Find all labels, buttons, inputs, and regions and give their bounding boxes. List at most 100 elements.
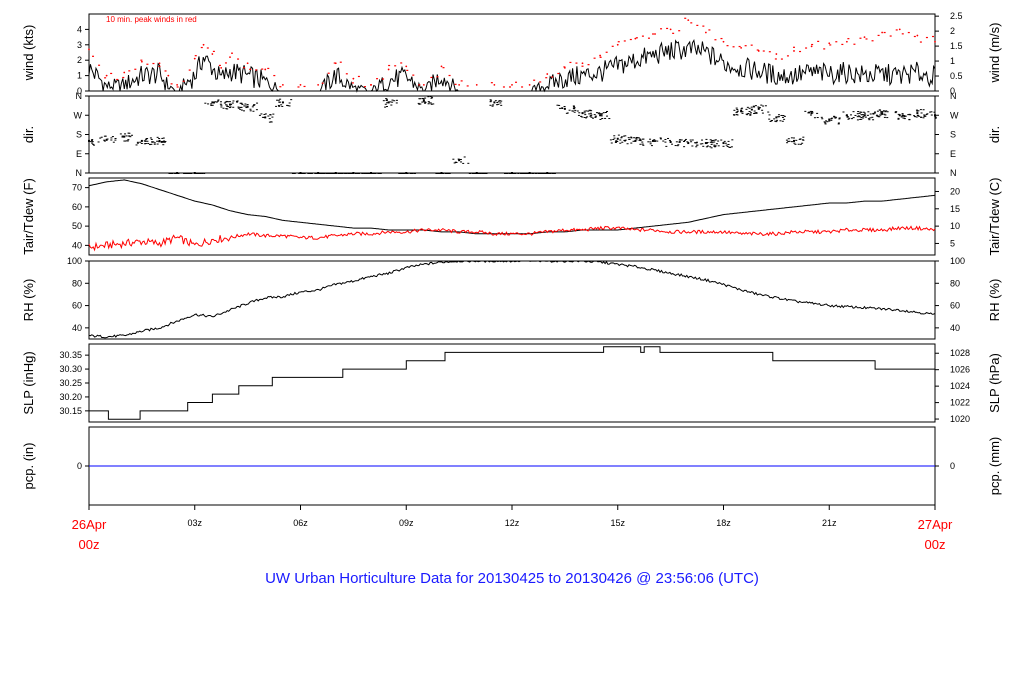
direction-mark bbox=[282, 101, 285, 103]
direction-mark bbox=[253, 104, 256, 106]
direction-mark bbox=[778, 116, 781, 118]
peak-wind-mark bbox=[140, 59, 143, 61]
peak-wind-mark bbox=[176, 86, 179, 88]
direction-mark bbox=[793, 142, 796, 144]
wind-left-axis-label: wind (kts) bbox=[21, 25, 36, 82]
peak-wind-mark bbox=[678, 30, 681, 32]
direction-mark bbox=[862, 115, 865, 117]
direction-mark bbox=[642, 138, 645, 140]
direction-mark bbox=[787, 140, 790, 142]
direction-mark bbox=[489, 101, 492, 103]
peak-wind-point bbox=[475, 83, 478, 86]
direction-mark bbox=[701, 143, 704, 145]
direction-mark bbox=[717, 145, 720, 147]
peak-wind-mark bbox=[925, 36, 928, 39]
peak-wind-mark bbox=[696, 24, 699, 26]
direction-mark bbox=[589, 109, 592, 111]
direction-mark bbox=[158, 141, 161, 143]
direction-mark bbox=[444, 173, 447, 174]
peak-wind-mark bbox=[382, 78, 385, 80]
figure-title: UW Urban Horticulture Data for 20130425 … bbox=[265, 570, 759, 587]
direction-mark bbox=[802, 139, 805, 141]
direction-mark bbox=[883, 116, 886, 118]
direction-mark bbox=[886, 117, 889, 119]
direction-mark bbox=[496, 104, 499, 106]
direction-mark bbox=[460, 161, 463, 163]
direction-point bbox=[669, 140, 672, 143]
direction-left-tick-label: N bbox=[76, 91, 83, 101]
direction-mark bbox=[114, 139, 117, 141]
direction-mark bbox=[659, 138, 662, 140]
direction-mark bbox=[671, 143, 674, 145]
direction-mark bbox=[106, 138, 109, 140]
direction-mark bbox=[662, 140, 665, 142]
direction-mark bbox=[99, 137, 102, 139]
direction-mark bbox=[125, 140, 128, 142]
peak-wind-mark bbox=[200, 46, 203, 49]
direction-mark bbox=[639, 143, 642, 145]
direction-mark bbox=[736, 114, 739, 116]
direction-mark bbox=[252, 105, 255, 107]
peak-wind-mark bbox=[635, 37, 638, 39]
direction-mark bbox=[880, 111, 883, 113]
direction-mark bbox=[385, 98, 388, 100]
direction-mark bbox=[715, 143, 718, 145]
direction-mark bbox=[256, 102, 259, 104]
direction-mark bbox=[500, 100, 503, 102]
direction-mark bbox=[830, 119, 833, 121]
peak-wind-mark bbox=[146, 63, 149, 65]
direction-mark bbox=[786, 142, 789, 144]
direction-mark bbox=[103, 139, 106, 141]
direction-mark bbox=[869, 117, 872, 119]
peak-wind-mark bbox=[913, 35, 916, 38]
direction-point bbox=[246, 105, 249, 108]
direction-mark bbox=[128, 132, 131, 134]
peak-wind-mark bbox=[237, 58, 240, 60]
direction-mark bbox=[604, 117, 607, 119]
direction-mark bbox=[452, 158, 455, 160]
direction-mark bbox=[184, 173, 187, 174]
direction-mark bbox=[509, 173, 512, 174]
direction-mark bbox=[144, 140, 147, 142]
direction-mark bbox=[780, 114, 783, 116]
direction-mark bbox=[222, 107, 225, 109]
direction-mark bbox=[801, 142, 804, 144]
direction-mark bbox=[795, 139, 798, 141]
direction-mark bbox=[785, 139, 788, 141]
direction-mark bbox=[678, 140, 681, 142]
direction-mark bbox=[816, 112, 819, 114]
peak-wind-mark bbox=[738, 45, 741, 48]
direction-mark bbox=[923, 114, 926, 116]
direction-mark bbox=[730, 146, 733, 148]
direction-mark bbox=[599, 118, 602, 120]
direction-mark bbox=[930, 114, 933, 116]
direction-mark bbox=[244, 103, 247, 105]
direction-mark bbox=[774, 120, 777, 122]
direction-mark bbox=[427, 101, 430, 103]
direction-mark bbox=[135, 144, 138, 146]
direction-mark bbox=[595, 112, 598, 114]
peak-wind-mark bbox=[768, 51, 771, 53]
peak-wind-mark bbox=[224, 62, 227, 64]
direction-mark bbox=[149, 137, 152, 139]
peak-wind-mark bbox=[110, 72, 113, 75]
direction-mark bbox=[884, 114, 887, 116]
peak-wind-mark bbox=[901, 33, 904, 35]
direction-mark bbox=[204, 102, 207, 104]
direction-mark bbox=[160, 140, 163, 142]
direction-mark bbox=[773, 118, 776, 120]
direction-left-tick-label: N bbox=[76, 168, 83, 178]
direction-mark bbox=[89, 141, 92, 143]
direction-mark bbox=[128, 135, 131, 137]
direction-mark bbox=[624, 139, 627, 141]
direction-mark bbox=[459, 158, 462, 160]
peak-wind-point bbox=[740, 46, 743, 49]
humidity-right-tick-label: 100 bbox=[950, 256, 965, 266]
direction-mark bbox=[614, 141, 617, 143]
peak-wind-point bbox=[775, 53, 778, 55]
direction-mark bbox=[713, 141, 716, 143]
direction-point bbox=[916, 112, 919, 115]
peak-wind-mark bbox=[164, 70, 167, 72]
peak-wind-mark bbox=[194, 55, 197, 57]
direction-mark bbox=[691, 139, 694, 141]
